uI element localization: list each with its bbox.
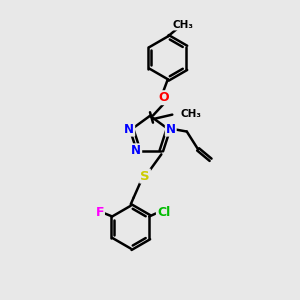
Text: O: O <box>158 91 169 104</box>
Text: N: N <box>124 123 134 136</box>
Text: N: N <box>131 144 141 157</box>
Text: CH₃: CH₃ <box>173 20 194 30</box>
Text: S: S <box>140 169 150 182</box>
Text: Cl: Cl <box>157 206 170 219</box>
Text: CH₃: CH₃ <box>181 109 202 119</box>
Text: F: F <box>95 206 104 219</box>
Text: N: N <box>166 123 176 136</box>
